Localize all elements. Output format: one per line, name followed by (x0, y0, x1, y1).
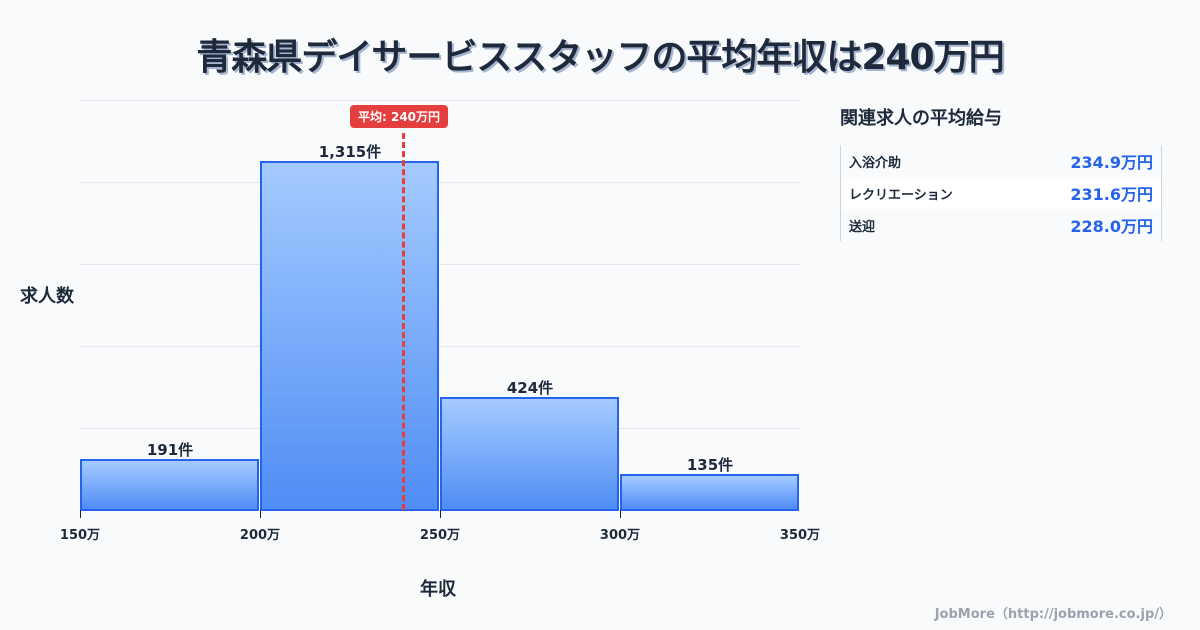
chart-title: 青森県デイサービススタッフの平均年収は240万円 (196, 37, 1004, 78)
row-value: 234.9万円 (1070, 153, 1153, 172)
bar-value-label: 1,315件 (318, 143, 382, 161)
bar-150-200 (80, 459, 259, 511)
row-label: 入浴介助 (849, 155, 902, 171)
related-salary-row: 入浴介助 234.9万円 (841, 145, 1161, 177)
x-tick (440, 510, 441, 518)
x-axis-label: 年収 (420, 579, 456, 600)
x-tick (620, 510, 621, 518)
row-label: 送迎 (849, 219, 876, 235)
gridline (80, 182, 800, 183)
x-tick (80, 510, 81, 518)
bar-300-350 (620, 474, 799, 511)
x-tick-label: 200万 (239, 528, 281, 543)
gridline (80, 346, 800, 347)
mean-badge: 平均: 240万円 (350, 105, 449, 128)
gridline (80, 264, 800, 265)
bar-value-label: 424件 (506, 379, 554, 397)
x-tick-label: 350万 (779, 528, 821, 543)
x-tick (260, 510, 261, 518)
row-value: 231.6万円 (1070, 185, 1153, 204)
mean-line (402, 133, 405, 510)
footer-credit: JobMore（http://jobmore.co.jp/） (934, 607, 1172, 622)
gridline (80, 100, 800, 101)
bar-250-300 (440, 397, 619, 511)
bar-200-250 (260, 161, 439, 511)
related-salary-table: 入浴介助 234.9万円 レクリエーション 231.6万円 送迎 228.0万円 (840, 145, 1162, 241)
related-salary-title: 関連求人の平均給与 (840, 108, 1002, 129)
row-label: レクリエーション (849, 187, 953, 203)
x-tick-label: 150万 (59, 528, 101, 543)
related-salary-row: 送迎 228.0万円 (841, 209, 1161, 241)
related-salary-row: レクリエーション 231.6万円 (841, 177, 1161, 209)
row-value: 228.0万円 (1070, 217, 1153, 236)
bar-value-label: 191件 (146, 441, 194, 459)
x-tick-label: 250万 (419, 528, 461, 543)
y-axis-label: 求人数 (20, 286, 74, 307)
x-tick-label: 300万 (599, 528, 641, 543)
bar-value-label: 135件 (686, 456, 734, 474)
